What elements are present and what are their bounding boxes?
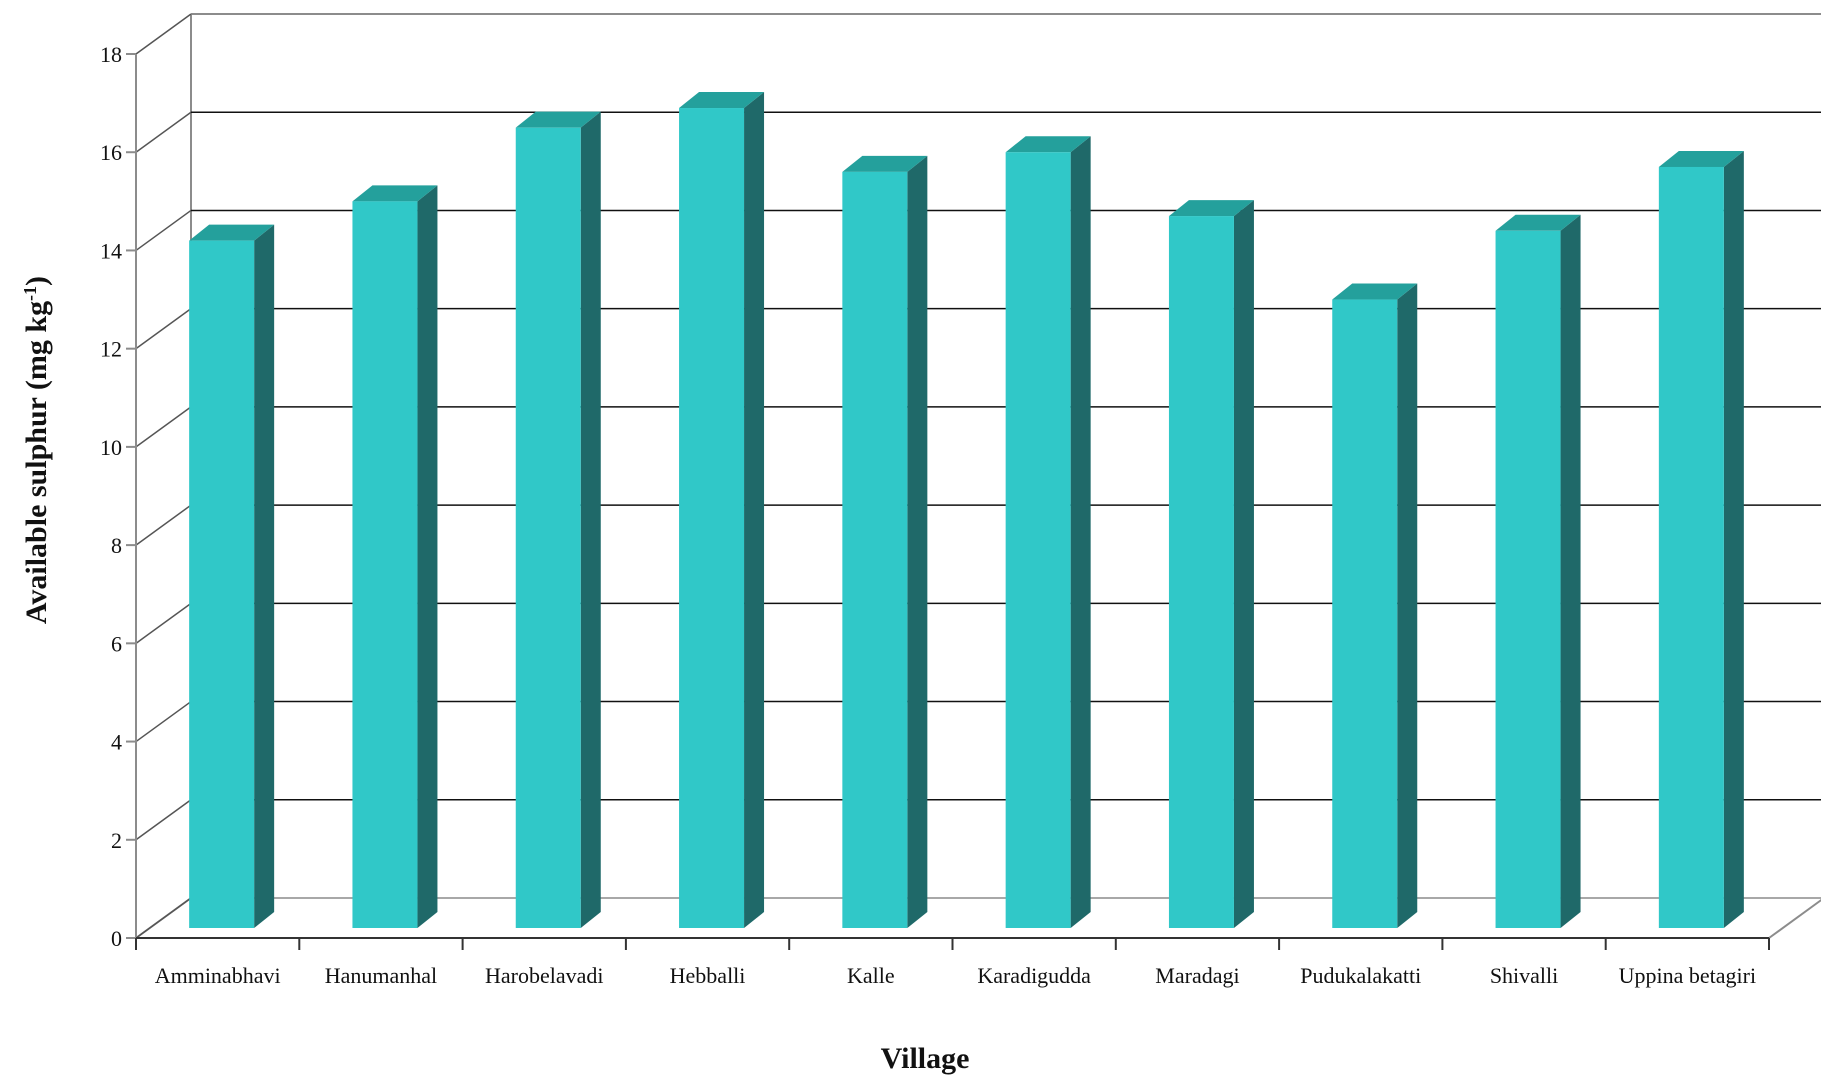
- gridline-diagonal: [135, 13, 192, 55]
- bar-front-face: [352, 201, 418, 929]
- bar-shivalli: [1495, 214, 1581, 929]
- x-axis-title: Village: [881, 1042, 970, 1075]
- bar-side-face: [254, 224, 275, 929]
- bar-top-face: [1495, 214, 1581, 231]
- bar-side-face: [744, 92, 765, 929]
- gridline-diagonal: [135, 308, 192, 350]
- bar-top-face: [1005, 136, 1091, 153]
- bar-front-face: [679, 108, 745, 929]
- gridline-diagonal: [135, 897, 192, 939]
- bar-side-face: [1397, 283, 1418, 928]
- gridline-diagonal: [135, 406, 192, 448]
- bar-top-face: [1168, 200, 1254, 217]
- bar-front-face: [1332, 299, 1398, 928]
- bar-kalle: [842, 155, 928, 928]
- bar-front-face: [1495, 230, 1561, 929]
- y-tick-label: 8: [111, 533, 122, 558]
- labels: 0 2 4 6 8 10 12 14 16 18 Amminabhavi Hanumanhal Haro…: [100, 42, 1756, 988]
- x-category-label: Pudukalakatti: [1300, 963, 1421, 988]
- bar-top-face: [1332, 283, 1418, 300]
- y-tick-label: 4: [111, 730, 122, 755]
- bar-top-face: [189, 224, 275, 241]
- bar-front-face: [189, 240, 255, 929]
- gridline-diagonal: [135, 111, 192, 153]
- bar-side-face: [417, 185, 438, 929]
- x-category-label: Kalle: [847, 963, 895, 988]
- bar-front-face: [515, 127, 581, 928]
- gridline-diagonal: [135, 209, 192, 252]
- bar-harobelavadi: [515, 111, 601, 928]
- bar-amminabhavi: [189, 224, 275, 929]
- x-category-label: Maradagi: [1155, 963, 1239, 988]
- y-tick-label: 16: [100, 140, 122, 165]
- bar-top-face: [515, 111, 601, 128]
- bar-side-face: [1723, 150, 1744, 928]
- x-category-label: Harobelavadi: [485, 963, 604, 988]
- bar-front-face: [1168, 216, 1234, 929]
- bar-side-face: [907, 155, 928, 928]
- gridline-diagonal: [135, 799, 192, 841]
- bar-front-face: [1005, 152, 1071, 928]
- gridline-diagonal: [135, 700, 192, 743]
- gridline-diagonal: [135, 504, 192, 546]
- bar-side-face: [580, 111, 601, 928]
- axes: [126, 53, 1770, 950]
- gridline-diagonal: [135, 602, 192, 644]
- bar-front-face: [1658, 166, 1724, 928]
- bars: [189, 92, 1744, 929]
- y-tick-label: 12: [100, 337, 122, 362]
- y-tick-label: 10: [100, 435, 122, 460]
- bar-side-face: [1070, 136, 1091, 928]
- y-tick-label: 6: [111, 631, 122, 656]
- x-category-label: Uppina betagiri: [1619, 963, 1756, 988]
- y-tick-label: 2: [111, 828, 122, 853]
- bar-pudukalakatti: [1332, 283, 1418, 928]
- bar-front-face: [842, 171, 908, 928]
- floor-right-edge: [1768, 898, 1821, 939]
- bar-karadigudda: [1005, 136, 1091, 928]
- bar-hanumanhal: [352, 185, 438, 929]
- x-category-label: Shivalli: [1490, 963, 1558, 988]
- bar-side-face: [1560, 214, 1581, 929]
- bar-side-face: [1233, 200, 1254, 929]
- bar-top-face: [352, 185, 438, 202]
- x-category-label: Hebballi: [670, 963, 746, 988]
- bar-hebballi: [679, 92, 765, 929]
- bar-uppina-betagiri: [1658, 150, 1744, 928]
- y-axis-title: Available sulphur (mg kg-1): [20, 276, 53, 624]
- bar-maradagi: [1168, 200, 1254, 929]
- bar-top-face: [1658, 150, 1744, 167]
- bar-top-face: [842, 155, 928, 172]
- y-tick-label: 18: [100, 42, 122, 67]
- y-tick-label: 14: [100, 238, 122, 263]
- x-category-label: Karadigudda: [977, 963, 1091, 988]
- x-category-label: Amminabhavi: [155, 963, 281, 988]
- x-category-label: Hanumanhal: [325, 963, 437, 988]
- bar-top-face: [679, 92, 765, 109]
- y-tick-label: 0: [111, 926, 122, 951]
